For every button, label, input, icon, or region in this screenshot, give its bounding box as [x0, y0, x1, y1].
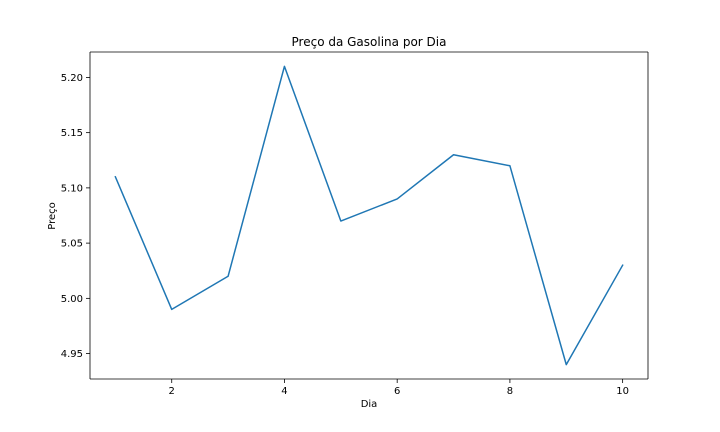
x-tick-label: 10	[616, 386, 629, 397]
series-line-0	[114, 65, 624, 366]
x-tick-label: 4	[281, 386, 287, 397]
y-tick-label: 5.10	[61, 183, 83, 194]
x-axis-title: Dia	[361, 399, 378, 410]
y-tick-label: 5.00	[61, 294, 83, 305]
plot-area: 2 4 6 8 10 4.95 5.00 5.05 5.10 5.15 5.20	[61, 51, 649, 397]
chart-title: Preço da Gasolina por Dia	[292, 35, 447, 49]
y-tick-label: 5.20	[61, 73, 83, 84]
y-tick-label: 5.05	[61, 239, 83, 250]
x-tick-label: 8	[507, 386, 513, 397]
y-tick-label: 5.15	[61, 128, 83, 139]
y-axis-title: Preço	[47, 202, 58, 230]
x-tick-label: 2	[169, 386, 175, 397]
y-tick-label: 4.95	[61, 349, 83, 360]
x-tick-label: 6	[394, 386, 400, 397]
